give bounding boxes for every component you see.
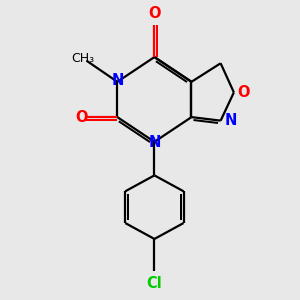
Text: N: N — [149, 135, 161, 150]
Text: O: O — [237, 85, 250, 100]
Text: O: O — [148, 6, 161, 21]
Text: N: N — [224, 113, 236, 128]
Text: O: O — [75, 110, 87, 124]
Text: CH₃: CH₃ — [71, 52, 94, 65]
Text: N: N — [112, 74, 124, 88]
Text: Cl: Cl — [146, 276, 162, 291]
